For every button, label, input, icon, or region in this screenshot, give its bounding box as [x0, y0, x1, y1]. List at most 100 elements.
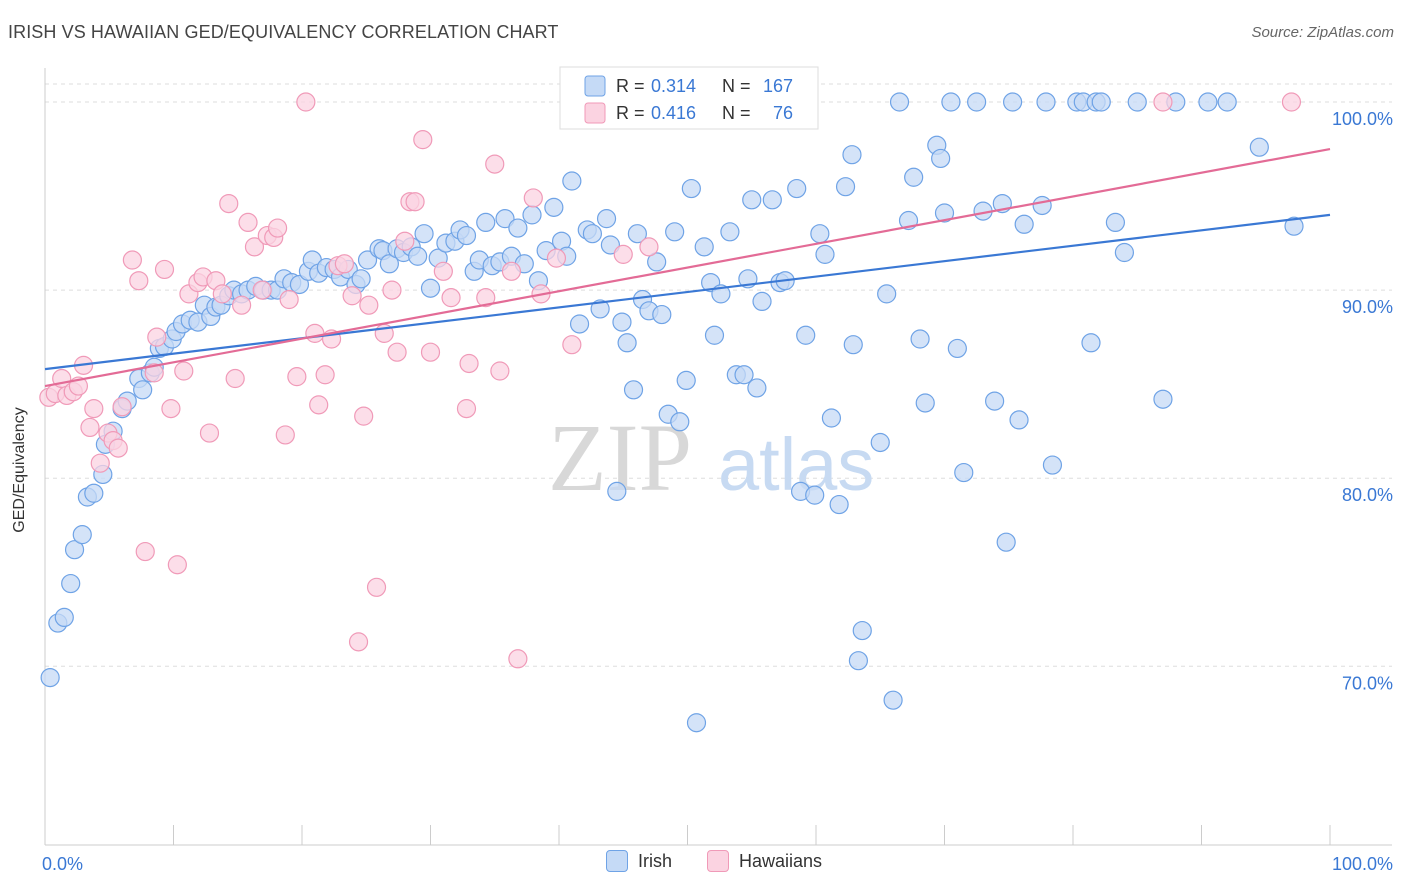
axes: [44, 68, 1392, 846]
irish-point: [84, 483, 104, 503]
irish-point: [420, 278, 441, 298]
irish-point: [1081, 333, 1101, 353]
hawaiians-point: [108, 438, 128, 458]
irish-point: [734, 365, 754, 385]
irish-point: [1105, 212, 1126, 233]
y-tick-label-1: 80.0%: [1342, 485, 1393, 505]
irish-point: [1127, 92, 1147, 112]
hawaiians-point: [459, 353, 479, 374]
irish-point: [676, 370, 696, 391]
irish-point: [61, 573, 81, 594]
irish-point: [877, 284, 897, 304]
legend-hawaiians-n-label: N =: [722, 103, 751, 123]
hawaiians-point: [420, 342, 441, 362]
irish-point: [1042, 455, 1063, 475]
hawaiians-point: [523, 188, 543, 208]
legend-item-hawaiians[interactable]: Hawaiians: [707, 850, 822, 872]
hawaiians-point: [80, 417, 100, 438]
hawaiians-point: [154, 259, 175, 280]
hawaiians-point: [212, 284, 232, 304]
irish-point: [752, 291, 772, 312]
irish-point: [954, 462, 974, 483]
x-tick-label-max: 100.0%: [1332, 854, 1393, 874]
irish-point: [762, 190, 782, 210]
irish-point: [1032, 195, 1052, 216]
y-tick-label-2: 90.0%: [1342, 297, 1393, 317]
irish-point: [612, 312, 632, 332]
irish-point: [694, 237, 714, 257]
legend-bottom: Irish Hawaiians: [0, 850, 1406, 880]
irish-point: [652, 304, 672, 325]
irish-point: [647, 252, 667, 272]
irish-point: [1153, 389, 1173, 409]
hawaiians-point: [279, 289, 299, 310]
hawaiians-point: [84, 399, 104, 419]
hawaiians-point: [305, 323, 325, 343]
legend-irish-swatch: [606, 850, 628, 872]
legend-irish-n-label: N =: [722, 76, 751, 96]
irish-point: [1249, 137, 1269, 157]
hawaiians-point: [1281, 92, 1302, 112]
data-points: [39, 92, 1304, 733]
irish-point: [1114, 242, 1135, 263]
y-tick-label-0: 70.0%: [1342, 673, 1393, 693]
legend-hawaiians-swatch: [707, 850, 729, 872]
irish-point: [617, 333, 637, 353]
irish-point: [843, 335, 863, 355]
hawaiians-point: [122, 250, 142, 270]
hawaiians-point: [219, 193, 239, 214]
hawaiians-point: [546, 248, 567, 268]
hawaiians-point: [112, 397, 132, 417]
legend-irish-r-value: 0.314: [651, 76, 696, 96]
irish-point: [686, 713, 707, 733]
hawaiians-point: [174, 361, 194, 381]
legend-hawaiians-label: Hawaiians: [739, 850, 823, 871]
irish-point: [665, 222, 685, 242]
y-tick-label-3: 100.0%: [1332, 109, 1393, 129]
hawaiians-point: [309, 395, 329, 415]
irish-point: [883, 690, 903, 710]
irish-point: [357, 250, 378, 270]
irish-point: [1198, 92, 1218, 112]
hawaiians-point: [135, 541, 155, 562]
hawaiians-point: [562, 335, 582, 355]
hawaiians-point: [144, 363, 164, 383]
irish-point: [941, 92, 961, 112]
irish-point: [670, 412, 690, 432]
irish-point: [852, 620, 872, 641]
hawaiians-point: [342, 286, 362, 306]
hawaiians-point: [456, 399, 477, 419]
gridlines: [45, 83, 1392, 667]
hawaiians-point: [244, 237, 265, 257]
irish-point: [810, 224, 830, 244]
irish-point: [40, 667, 60, 688]
irish-point: [623, 380, 644, 400]
irish-point: [414, 224, 434, 244]
irish-point: [829, 494, 849, 515]
irish-point: [704, 325, 725, 345]
hawaiians-point: [501, 261, 522, 281]
irish-point: [522, 205, 542, 225]
irish-point: [747, 378, 767, 398]
irish-point: [720, 222, 740, 242]
irish-point: [947, 338, 967, 359]
irish-point: [796, 325, 816, 345]
irish-point: [1009, 410, 1029, 430]
irish-point: [787, 178, 807, 199]
legend-hawaiians-r-value: 0.416: [651, 103, 696, 123]
irish-point: [681, 178, 701, 199]
irish-point: [627, 224, 647, 244]
hawaiians-point: [639, 237, 659, 257]
legend-hawaiians-n-value: 76: [773, 103, 793, 123]
irish-point: [1217, 92, 1237, 112]
legend-item-irish[interactable]: Irish: [606, 850, 672, 872]
hawaiians-point: [147, 327, 167, 347]
hawaiians-point: [395, 231, 415, 251]
irish-point: [582, 224, 603, 244]
hawaiians-point: [334, 254, 355, 274]
irish-point: [742, 190, 762, 210]
irish-point: [985, 391, 1005, 411]
hawaiians-point: [382, 280, 402, 300]
legend-top: R = 0.314 N = 167 R = 0.416 N = 76: [559, 66, 819, 130]
